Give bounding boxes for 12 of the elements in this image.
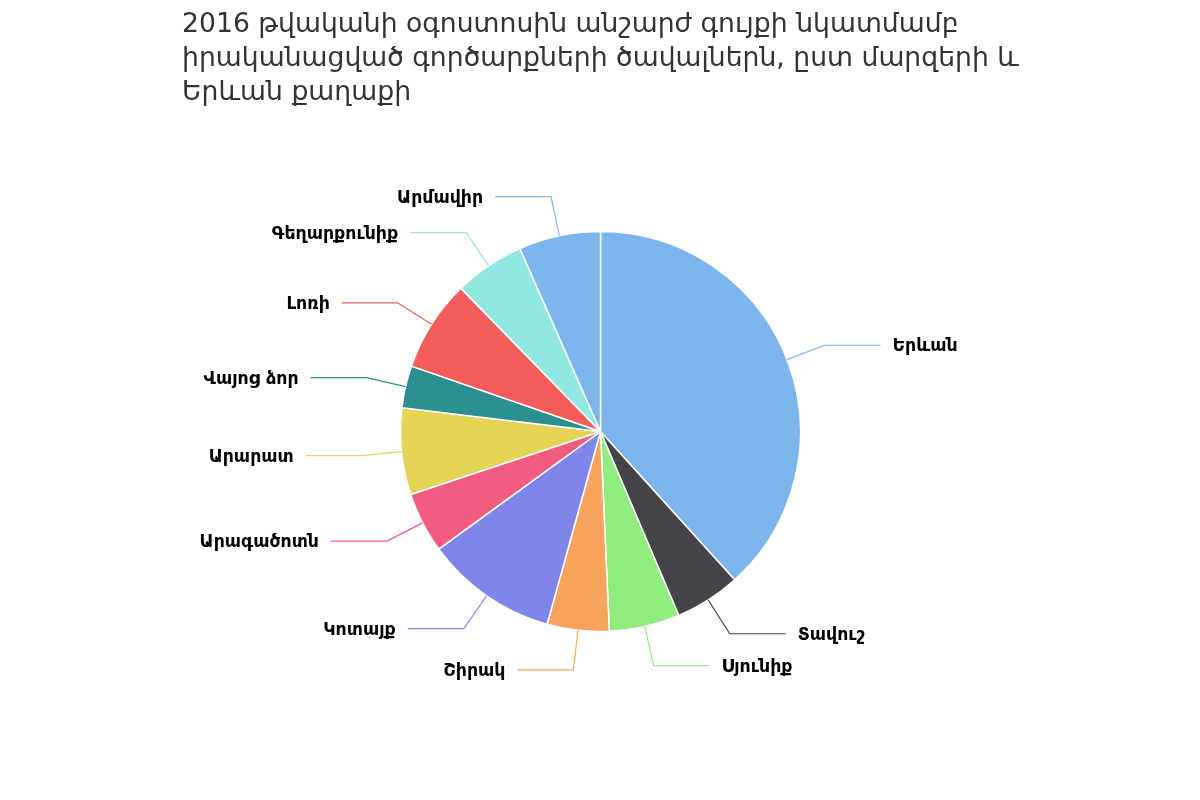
- slice-label: Կոտայք: [323, 618, 396, 639]
- slice-label: Արարատ: [208, 445, 294, 466]
- slice-label: Շիրակ: [443, 659, 506, 680]
- slice-label: Տավուշ: [797, 623, 866, 644]
- chart-title: 2016 թվականի օգոստոսին անշարժ գույքի նկատմամբ իրականացված գործարքների ծավալներն, ըստ մարզերի և Երևան քաղաքի: [182, 7, 1020, 107]
- slice-label: Լոռի: [286, 292, 330, 313]
- slice-label: Սյունիք: [721, 655, 793, 676]
- slice-label: Վայոց ձոր: [203, 367, 299, 388]
- slice-label: Արմավիր: [397, 186, 484, 207]
- slice-label: Գեղարքունիք: [271, 222, 399, 243]
- slice-label: Արագածոտն: [199, 531, 320, 552]
- slice-label: Երևան: [892, 335, 958, 356]
